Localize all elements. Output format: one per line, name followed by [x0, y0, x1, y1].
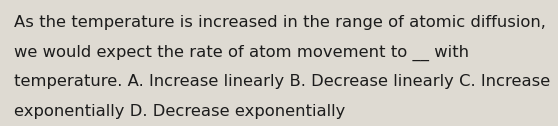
Text: exponentially D. Decrease exponentially: exponentially D. Decrease exponentially: [14, 104, 345, 119]
Text: we would expect the rate of atom movement to __ with: we would expect the rate of atom movemen…: [14, 45, 469, 61]
Text: temperature. A. Increase linearly B. Decrease linearly C. Increase: temperature. A. Increase linearly B. Dec…: [14, 74, 550, 89]
Text: As the temperature is increased in the range of atomic diffusion,: As the temperature is increased in the r…: [14, 15, 546, 30]
